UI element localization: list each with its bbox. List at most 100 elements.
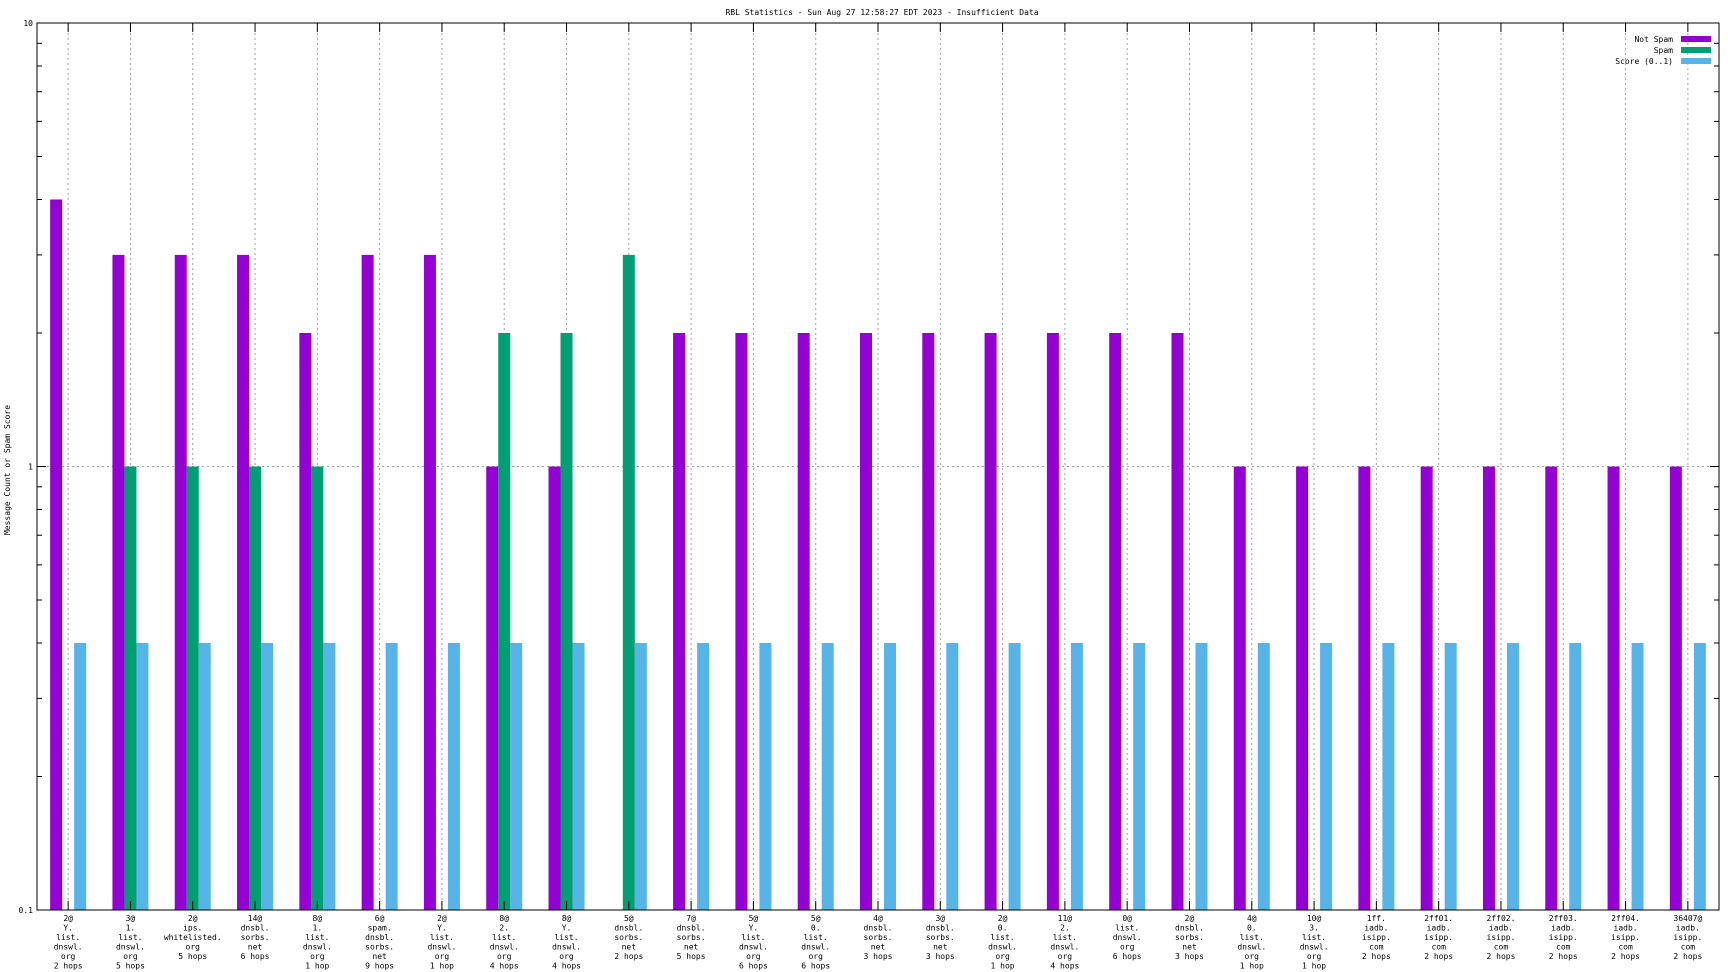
x-tick-label: 5@ 0. list. dnswl. org 6 hops <box>801 914 830 971</box>
bar-not-spam <box>860 332 872 911</box>
bar-not-spam <box>1545 466 1558 910</box>
bar-score-0-1 <box>1569 642 1582 910</box>
y-tick-label: 0.1 <box>19 906 34 915</box>
legend: Not Spam Spam Score (0..1) <box>1615 35 1711 66</box>
x-tick-label: 4@ dnsbl. sorbs. net 3 hops <box>864 914 893 961</box>
bar-spam <box>186 466 199 910</box>
y-tick-label: 1 <box>28 463 33 472</box>
bar-score-0-1 <box>634 642 647 910</box>
bar-score-0-1 <box>1257 642 1270 910</box>
x-tick-label: 8@ 1. list. dnswl. org 1 hop <box>303 914 332 971</box>
bar-not-spam <box>112 254 125 910</box>
bar-score-0-1 <box>323 642 336 910</box>
legend-swatch <box>1681 47 1711 53</box>
legend-label: Score (0..1) <box>1615 57 1673 66</box>
bar-not-spam <box>1233 466 1246 910</box>
x-tick-label: 4@ 0. list. dnswl. org 1 hop <box>1237 914 1266 971</box>
bar-not-spam <box>1669 466 1682 910</box>
bar-score-0-1 <box>1382 642 1395 910</box>
bar-spam <box>498 332 511 911</box>
x-tick-label: 36407@ iadb. isipp. com 2 hops <box>1673 914 1702 961</box>
bar-score-0-1 <box>1693 642 1706 910</box>
x-tick-label: 8@ 2. list. dnswl. org 4 hops <box>490 914 519 971</box>
bar-spam <box>249 466 262 910</box>
bar-not-spam <box>361 254 374 910</box>
bar-not-spam <box>237 254 250 910</box>
bar-spam <box>124 466 137 910</box>
bar-not-spam <box>735 332 748 911</box>
x-tick-label: 11@ 2. list. dnswl. org 4 hops <box>1050 914 1079 971</box>
x-tick-label: 2@ Y. list. dnswl. org 1 hop <box>427 914 456 971</box>
x-tick-label: 10@ 3. list. dnswl. org 1 hop <box>1300 914 1329 971</box>
x-tick-label: 0@ list. dnswl. org 6 hops <box>1113 914 1142 961</box>
x-tick-label: 8@ Y. list. dnswl. org 4 hops <box>552 914 581 971</box>
legend-swatch <box>1681 58 1711 64</box>
bar-spam <box>622 254 635 910</box>
bar-not-spam <box>1358 466 1371 910</box>
x-tick-label: 2ff04. iadb. isipp. com 2 hops <box>1611 914 1640 961</box>
y-tick-label: 10 <box>23 19 33 28</box>
chart-title: RBL Statistics - Sun Aug 27 12:58:27 EDT… <box>725 8 1038 17</box>
bar-score-0-1 <box>946 642 959 910</box>
bar-score-0-1 <box>1195 642 1208 910</box>
bar-score-0-1 <box>1008 642 1021 910</box>
bar-score-0-1 <box>1444 642 1457 910</box>
bar-spam <box>560 332 573 911</box>
bar-score-0-1 <box>385 642 398 910</box>
x-tick-label: 14@ dnsbl. sorbs. net 6 hops <box>241 914 270 961</box>
x-tick-label: 2ff02. iadb. isipp. com 2 hops <box>1487 914 1516 961</box>
grid <box>37 23 1719 910</box>
bar-spam <box>311 466 324 910</box>
bar-not-spam <box>1482 466 1495 910</box>
bar-not-spam <box>1046 332 1059 911</box>
bar-score-0-1 <box>572 642 585 910</box>
x-tick-label: 6@ spam. dnsbl. sorbs. net 9 hops <box>365 914 394 971</box>
bar-not-spam <box>1420 466 1433 910</box>
bar-score-0-1 <box>261 642 274 910</box>
bar-not-spam <box>299 332 312 911</box>
bar-score-0-1 <box>1133 642 1146 910</box>
bar-not-spam <box>1171 332 1184 911</box>
bar-score-0-1 <box>510 642 523 910</box>
bar-not-spam <box>673 332 686 911</box>
x-tick-label: 2ff03. iadb. isipp. com 2 hops <box>1549 914 1578 961</box>
bar-not-spam <box>174 254 187 910</box>
legend-label: Not Spam <box>1634 35 1673 44</box>
bar-score-0-1 <box>697 642 710 910</box>
x-tick-label: 5@ Y. list. dnswl. org 6 hops <box>739 914 768 971</box>
bar-score-0-1 <box>1320 642 1333 910</box>
x-tick-label: 7@ dnsbl. sorbs. net 5 hops <box>677 914 706 961</box>
legend-label: Spam <box>1654 46 1673 55</box>
x-tick-label: 2@ 0. list. dnswl. org 1 hop <box>988 914 1017 971</box>
bar-not-spam <box>1296 466 1309 910</box>
bar-score-0-1 <box>1506 642 1519 910</box>
y-axis-label: Message Count or Spam Score <box>3 405 12 535</box>
bars <box>50 199 1706 911</box>
bar-not-spam <box>50 199 63 910</box>
x-tick-label: 2ff01. iadb. isipp. com 2 hops <box>1424 914 1453 961</box>
bar-score-0-1 <box>74 642 87 910</box>
bar-not-spam <box>1109 332 1122 911</box>
x-tick-label: 2@ dnsbl. sorbs. net 3 hops <box>1175 914 1204 961</box>
bar-score-0-1 <box>198 642 211 910</box>
bar-not-spam <box>922 332 935 911</box>
bar-score-0-1 <box>1070 642 1083 910</box>
bar-not-spam <box>548 466 561 910</box>
bar-not-spam <box>486 466 499 910</box>
axes: 10 1 0.1 2@ Y. list. dnswl. org 2 hops 3@ 1. list. d… <box>19 19 1720 971</box>
bar-not-spam <box>984 332 997 911</box>
legend-swatch <box>1681 36 1711 42</box>
x-tick-label: 3@ dnsbl. sorbs. net 3 hops <box>926 914 955 961</box>
bar-score-0-1 <box>884 642 896 910</box>
bar-score-0-1 <box>136 642 149 910</box>
x-tick-label: 3@ 1. list. dnswl. org 5 hops <box>116 914 145 971</box>
x-tick-label: 2@ ips. whitelisted. org 5 hops <box>164 914 222 961</box>
bar-score-0-1 <box>1631 642 1644 910</box>
bar-not-spam <box>423 254 436 910</box>
bar-score-0-1 <box>821 642 834 910</box>
bar-score-0-1 <box>759 642 772 910</box>
x-tick-label: 1ff. iadb. isipp. com 2 hops <box>1362 914 1391 961</box>
bar-not-spam <box>1607 466 1620 910</box>
x-tick-label: 2@ Y. list. dnswl. org 2 hops <box>54 914 83 971</box>
